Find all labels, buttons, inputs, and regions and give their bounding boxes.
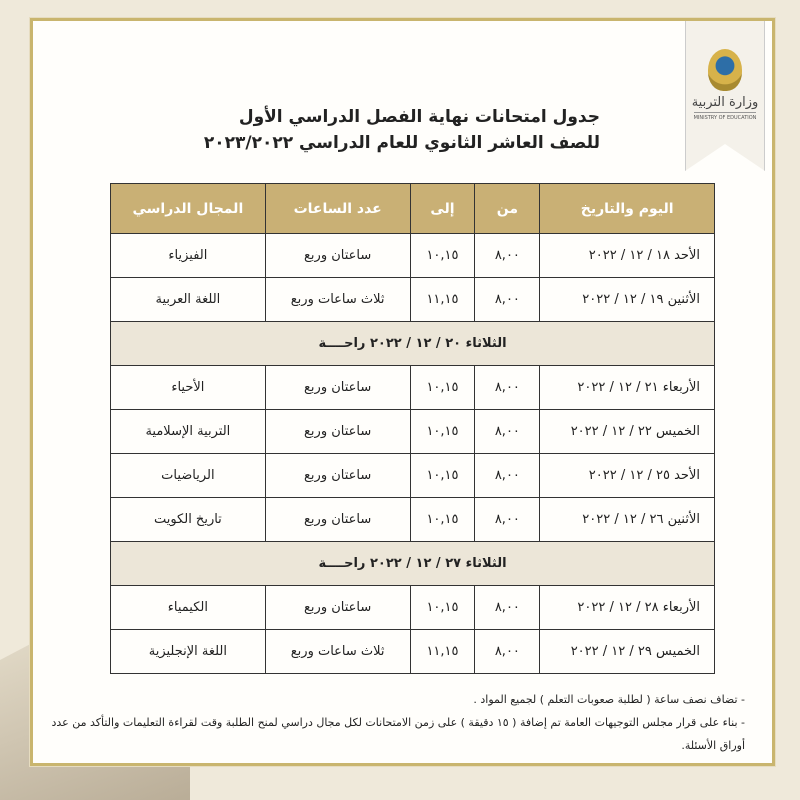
- cell-to: ١٠,١٥: [409, 585, 476, 630]
- logo-english: MINISTRY OF EDUCATION: [693, 112, 757, 121]
- logo-arabic: وزارة التربية: [691, 95, 759, 110]
- cell-hours: ساعتان وربع: [264, 409, 411, 454]
- cell-subject: الكيمياء: [110, 585, 266, 630]
- cell-from: ٨,٠٠: [474, 409, 541, 454]
- table-header-row: اليوم والتاريخ من إلى عدد الساعات المجال…: [110, 183, 715, 234]
- cell-to: ١٠,١٥: [409, 453, 476, 498]
- note-2: - بناء على قرار مجلس التوجيهات العامة تم…: [51, 716, 745, 752]
- table-row: الأثنين ٢٦ / ١٢ / ٢٠٢٢ ٨,٠٠ ١٠,١٥ ساعتان ور…: [110, 497, 715, 542]
- table-row: الأثنين ١٩ / ١٢ / ٢٠٢٢ ٨,٠٠ ١١,١٥ ثلاث ساعا…: [110, 277, 715, 322]
- table-row: الأحد ٢٥ / ١٢ / ٢٠٢٢ ٨,٠٠ ١٠,١٥ ساعتان وربع…: [110, 453, 715, 498]
- header-subject: المجال الدراسي: [110, 183, 266, 234]
- cell-from: ٨,٠٠: [474, 453, 541, 498]
- cell-hours: ساعتان وربع: [264, 453, 411, 498]
- cell-to: ١٠,١٥: [409, 409, 476, 454]
- cell-hours: ساعتان وربع: [264, 365, 411, 410]
- cell-subject: الفيزياء: [110, 233, 266, 278]
- table-row: الخميس ٢٢ / ١٢ / ٢٠٢٢ ٨,٠٠ ١٠,١٥ ساعتان ورب…: [110, 409, 715, 454]
- cell-date: الأحد ٢٥ / ١٢ / ٢٠٢٢: [539, 453, 715, 498]
- exam-schedule-table: اليوم والتاريخ من إلى عدد الساعات المجال…: [110, 183, 715, 674]
- page-title: جدول امتحانات نهاية الفصل الدراسي الأول …: [204, 104, 600, 156]
- cell-hours: ساعتان وربع: [264, 585, 411, 630]
- cell-date: الأربعاء ٢٨ / ١٢ / ٢٠٢٢: [539, 585, 715, 630]
- cell-subject: الرياضيات: [110, 453, 266, 498]
- cell-date: الأثنين ١٩ / ١٢ / ٢٠٢٢: [539, 277, 715, 322]
- ministry-logo: وزارة التربية MINISTRY OF EDUCATION: [685, 21, 765, 171]
- cell-hours: ساعتان وربع: [264, 497, 411, 542]
- header-hours: عدد الساعات: [264, 183, 411, 234]
- title-line-1: جدول امتحانات نهاية الفصل الدراسي الأول: [238, 107, 600, 127]
- rest-day-row: الثلاثاء ٢٠ / ١٢ / ٢٠٢٢ راحــــة: [110, 321, 715, 366]
- cell-date: الأثنين ٢٦ / ١٢ / ٢٠٢٢: [539, 497, 715, 542]
- cell-subject: اللغة العربية: [110, 277, 266, 322]
- cell-from: ٨,٠٠: [474, 629, 541, 674]
- cell-date: الأحد ١٨ / ١٢ / ٢٠٢٢: [539, 233, 715, 278]
- cell-to: ١١,١٥: [409, 277, 476, 322]
- cell-hours: ساعتان وربع: [264, 233, 411, 278]
- cell-subject: اللغة الإنجليزية: [110, 629, 266, 674]
- cell-from: ٨,٠٠: [474, 277, 541, 322]
- cell-to: ١٠,١٥: [409, 365, 476, 410]
- cell-from: ٨,٠٠: [474, 233, 541, 278]
- cell-date: الخميس ٢٩ / ١٢ / ٢٠٢٢: [539, 629, 715, 674]
- cell-subject: التربية الإسلامية: [110, 409, 266, 454]
- note-1: - تضاف نصف ساعة ( لطلبة صعوبات التعلم ) …: [473, 693, 745, 706]
- rest-day-label: الثلاثاء ٢٠ / ١٢ / ٢٠٢٢ راحــــة: [110, 321, 715, 366]
- cell-from: ٨,٠٠: [474, 365, 541, 410]
- header-from: من: [474, 183, 541, 234]
- title-line-2: للصف العاشر الثانوي للعام الدراسي ٢٠٢٣/٢…: [203, 133, 600, 153]
- rest-day-label: الثلاثاء ٢٧ / ١٢ / ٢٠٢٢ راحــــة: [110, 541, 715, 586]
- cell-date: الخميس ٢٢ / ١٢ / ٢٠٢٢: [539, 409, 715, 454]
- cell-to: ١٠,١٥: [409, 497, 476, 542]
- kuwait-emblem-icon: [708, 49, 742, 91]
- cell-to: ١٠,١٥: [409, 233, 476, 278]
- cell-to: ١١,١٥: [409, 629, 476, 674]
- cell-from: ٨,٠٠: [474, 585, 541, 630]
- table-row: الأربعاء ٢١ / ١٢ / ٢٠٢٢ ٨,٠٠ ١٠,١٥ ساعتان و…: [110, 365, 715, 410]
- cell-hours: ثلاث ساعات وربع: [264, 629, 411, 674]
- table-row: الأحد ١٨ / ١٢ / ٢٠٢٢ ٨,٠٠ ١٠,١٥ ساعتان وربع…: [110, 233, 715, 278]
- cell-hours: ثلاث ساعات وربع: [264, 277, 411, 322]
- cell-date: الأربعاء ٢١ / ١٢ / ٢٠٢٢: [539, 365, 715, 410]
- notes: - تضاف نصف ساعة ( لطلبة صعوبات التعلم ) …: [25, 688, 745, 757]
- cell-from: ٨,٠٠: [474, 497, 541, 542]
- table-row: الخميس ٢٩ / ١٢ / ٢٠٢٢ ٨,٠٠ ١١,١٥ ثلاث ساعات…: [110, 629, 715, 674]
- cell-subject: تاريخ الكويت: [110, 497, 266, 542]
- header-to: إلى: [409, 183, 476, 234]
- rest-day-row: الثلاثاء ٢٧ / ١٢ / ٢٠٢٢ راحــــة: [110, 541, 715, 586]
- table-row: الأربعاء ٢٨ / ١٢ / ٢٠٢٢ ٨,٠٠ ١٠,١٥ ساعتان و…: [110, 585, 715, 630]
- header-date: اليوم والتاريخ: [539, 183, 715, 234]
- cell-subject: الأحياء: [110, 365, 266, 410]
